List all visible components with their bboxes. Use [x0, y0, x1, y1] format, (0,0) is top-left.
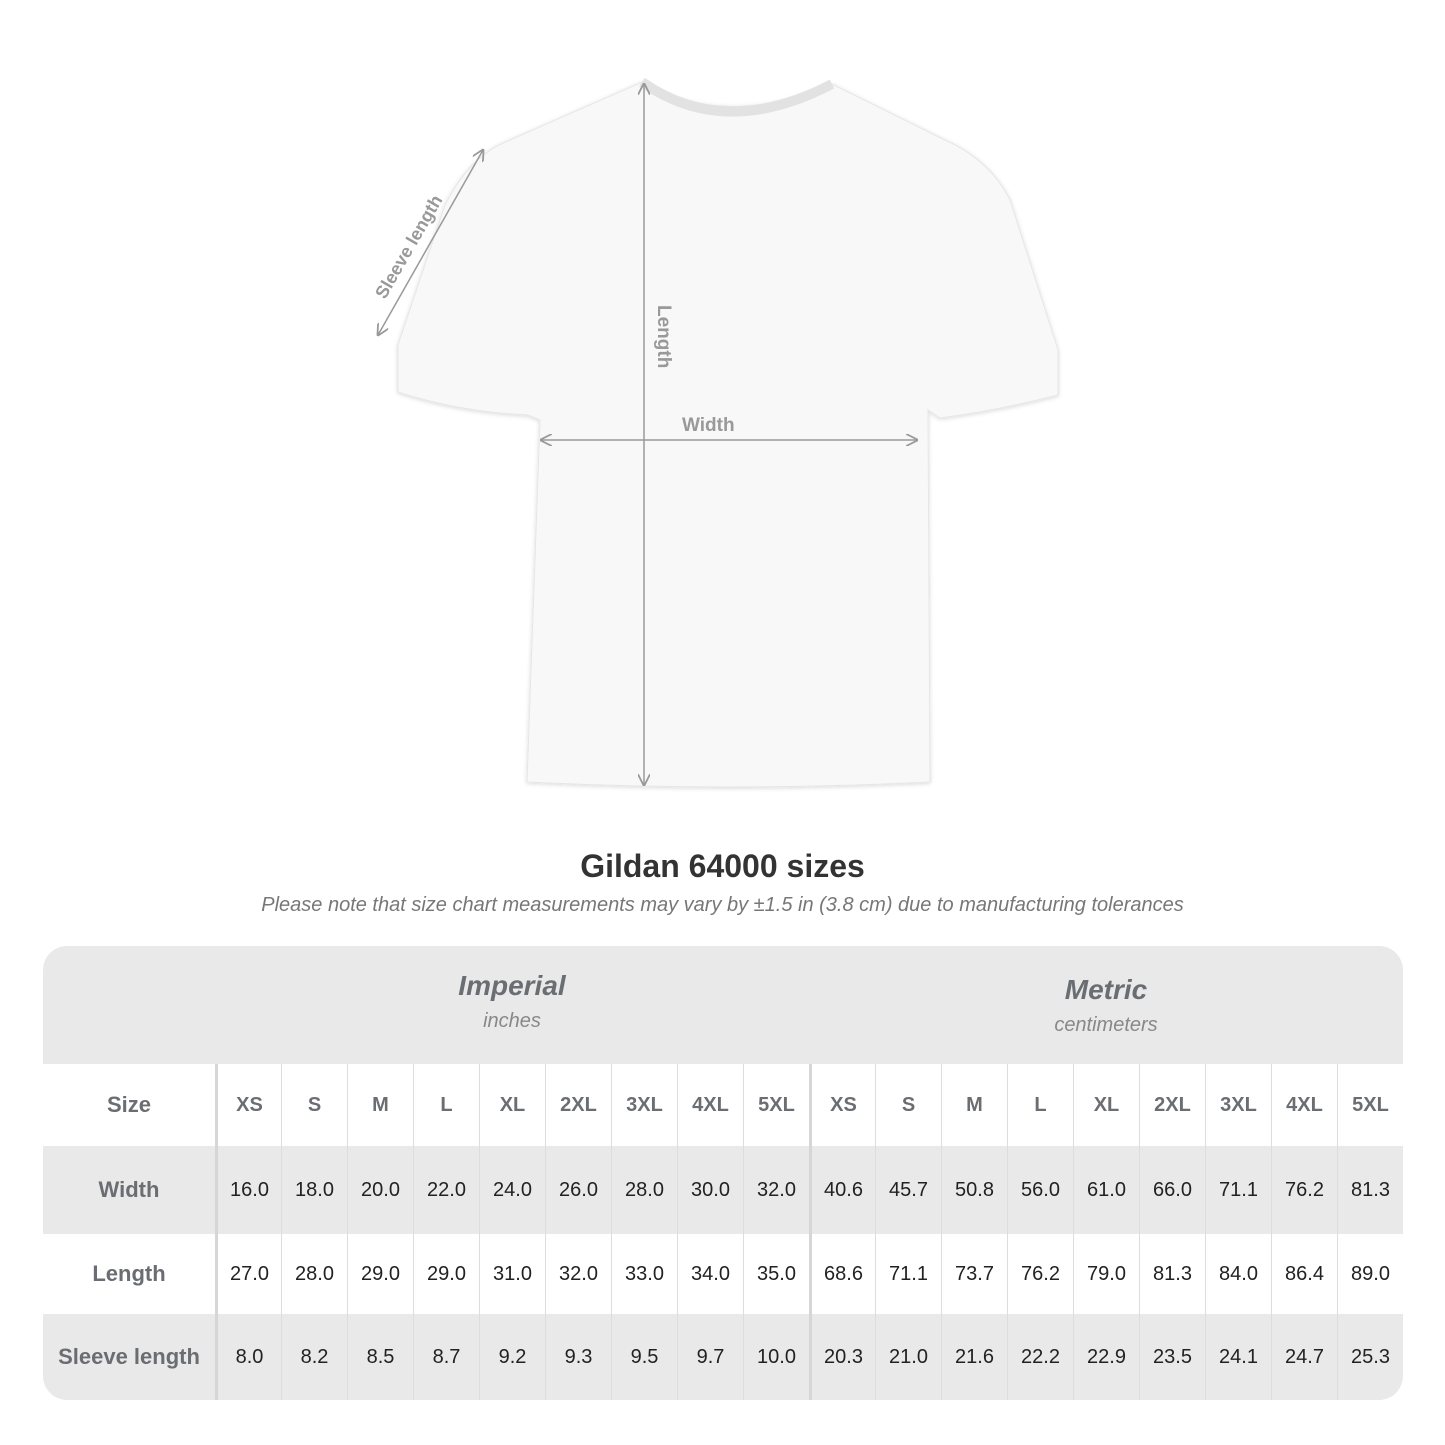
table-cell: 50.8 — [941, 1146, 1007, 1234]
tshirt-diagram: Sleeve length Length Width — [371, 77, 1059, 788]
imperial-title: Imperial — [458, 970, 566, 1001]
table-cell: 33.0 — [611, 1234, 677, 1314]
table-cell: 26.0 — [545, 1146, 611, 1234]
page-title: Gildan 64000 sizes — [580, 848, 865, 884]
table-cell: 31.0 — [479, 1234, 545, 1314]
table-cell: 45.7 — [875, 1146, 941, 1234]
row-label: Length — [92, 1261, 166, 1286]
length-label: Length — [653, 305, 674, 368]
size-header-cell: 2XL — [545, 1064, 611, 1146]
size-header-cell: S — [281, 1064, 347, 1146]
table-row: Length 27.0 28.0 29.0 29.0 31.0 32.0 33.0 34.0 35… — [43, 1234, 1403, 1314]
table-cell: 61.0 — [1073, 1146, 1139, 1234]
size-header-cell: 2XL — [1139, 1064, 1205, 1146]
width-arrow: Width — [541, 415, 917, 440]
metric-title: Metric — [1064, 974, 1148, 1005]
size-header-cell: XS — [809, 1064, 875, 1146]
table-cell: 8.2 — [281, 1314, 347, 1400]
table-cell: 66.0 — [1139, 1146, 1205, 1234]
table-cell: 28.0 — [281, 1234, 347, 1314]
table-cell: 29.0 — [347, 1234, 413, 1314]
row-label: Sleeve length — [58, 1344, 200, 1369]
table-cell: 29.0 — [413, 1234, 479, 1314]
metric-header: Metric centimeters — [809, 950, 1403, 1068]
table-cell: 32.0 — [545, 1234, 611, 1314]
table-cell: 34.0 — [677, 1234, 743, 1314]
size-header-cell: 5XL — [743, 1064, 809, 1146]
row-label: Size — [106, 1092, 152, 1117]
row-label: Width — [98, 1177, 160, 1202]
table-cell: 81.3 — [1337, 1146, 1403, 1234]
size-header-cell: 5XL — [1337, 1064, 1403, 1146]
table-cell: 9.7 — [677, 1314, 743, 1400]
size-header-cell: 4XL — [1271, 1064, 1337, 1146]
table-cell: 8.0 — [215, 1314, 281, 1400]
table-cell: 22.0 — [413, 1146, 479, 1234]
table-cell: 18.0 — [281, 1146, 347, 1234]
table-cell: 86.4 — [1271, 1234, 1337, 1314]
table-cell: 16.0 — [215, 1146, 281, 1234]
width-label: Width — [682, 415, 735, 436]
size-header-row: Size XS S M L XL 2XL 3XL 4XL 5XL XS S M L XL 2XL 3XL 4XL 5… — [43, 1064, 1403, 1146]
table-cell: 9.5 — [611, 1314, 677, 1400]
size-header-cell: XL — [479, 1064, 545, 1146]
table-cell: 24.7 — [1271, 1314, 1337, 1400]
size-header-cell: 3XL — [611, 1064, 677, 1146]
size-header-cell: 4XL — [677, 1064, 743, 1146]
table-cell: 8.5 — [347, 1314, 413, 1400]
table-cell: 81.3 — [1139, 1234, 1205, 1314]
imperial-unit: inches — [483, 1010, 541, 1032]
table-cell: 40.6 — [809, 1146, 875, 1234]
table-cell: 56.0 — [1007, 1146, 1073, 1234]
table-cell: 23.5 — [1139, 1314, 1205, 1400]
table-cell: 35.0 — [743, 1234, 809, 1314]
table-cell: 24.0 — [479, 1146, 545, 1234]
metric-unit: centimeters — [1054, 1014, 1158, 1036]
size-table: Imperial inches Metric centimeters Size X… — [43, 946, 1403, 1400]
size-header-cell: L — [413, 1064, 479, 1146]
table-cell: 76.2 — [1007, 1234, 1073, 1314]
size-header-cell: M — [941, 1064, 1007, 1146]
table-cell: 20.3 — [809, 1314, 875, 1400]
table-cell: 27.0 — [215, 1234, 281, 1314]
size-header-cell: M — [347, 1064, 413, 1146]
table-cell: 21.0 — [875, 1314, 941, 1400]
size-header-cell: L — [1007, 1064, 1073, 1146]
table-cell: 22.9 — [1073, 1314, 1139, 1400]
table-cell: 22.2 — [1007, 1314, 1073, 1400]
table-cell: 10.0 — [743, 1314, 809, 1400]
table-cell: 25.3 — [1337, 1314, 1403, 1400]
table-cell: 71.1 — [875, 1234, 941, 1314]
table-cell: 20.0 — [347, 1146, 413, 1234]
imperial-header: Imperial inches — [215, 946, 809, 1064]
size-header-cell: XS — [215, 1064, 281, 1146]
table-cell: 30.0 — [677, 1146, 743, 1234]
table-cell: 9.2 — [479, 1314, 545, 1400]
table-cell: 76.2 — [1271, 1146, 1337, 1234]
table-cell: 68.6 — [809, 1234, 875, 1314]
table-cell: 21.6 — [941, 1314, 1007, 1400]
table-cell: 79.0 — [1073, 1234, 1139, 1314]
size-header-cell: S — [875, 1064, 941, 1146]
table-cell: 28.0 — [611, 1146, 677, 1234]
table-row: Width 16.0 18.0 20.0 22.0 24.0 26.0 28.0 30.0 32.… — [43, 1146, 1403, 1234]
table-cell: 71.1 — [1205, 1146, 1271, 1234]
tolerance-note: Please note that size chart measurements… — [261, 894, 1184, 916]
table-cell: 8.7 — [413, 1314, 479, 1400]
table-cell: 84.0 — [1205, 1234, 1271, 1314]
table-cell: 32.0 — [743, 1146, 809, 1234]
table-cell: 73.7 — [941, 1234, 1007, 1314]
table-row: Sleeve length 8.0 8.2 8.5 8.7 9.2 9.3 9.5 9.7 10.… — [43, 1314, 1403, 1400]
table-cell: 24.1 — [1205, 1314, 1271, 1400]
table-cell: 89.0 — [1337, 1234, 1403, 1314]
size-header-cell: XL — [1073, 1064, 1139, 1146]
size-header-cell: 3XL — [1205, 1064, 1271, 1146]
table-cell: 9.3 — [545, 1314, 611, 1400]
